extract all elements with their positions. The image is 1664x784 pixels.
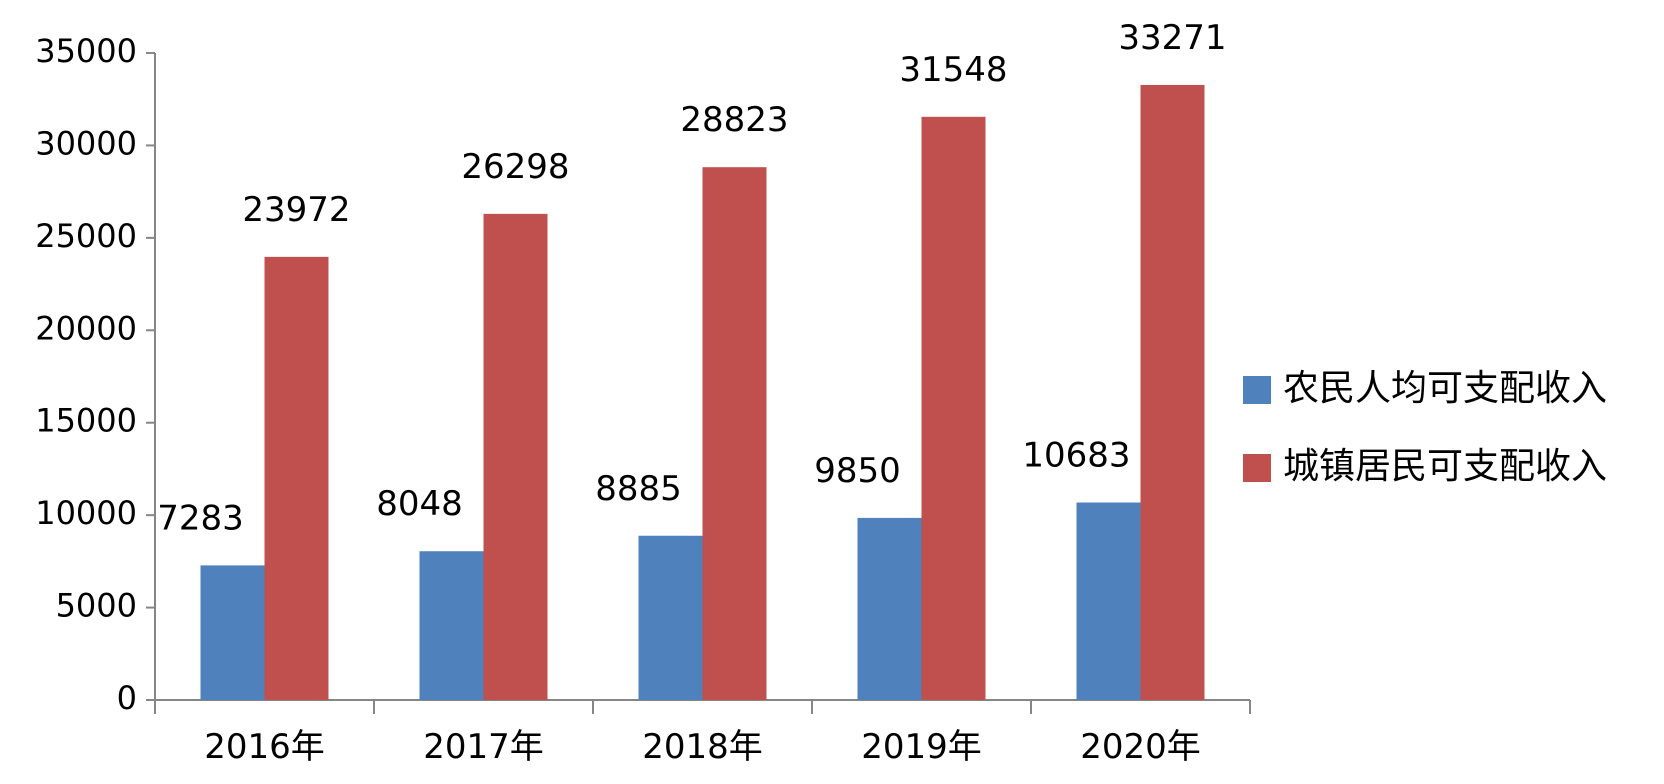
data-label: 9850 [814,451,901,491]
y-tick-label: 25000 [35,217,137,255]
bar-series-2 [264,256,329,700]
y-tick-label: 0 [117,679,137,717]
legend-swatch [1243,376,1271,404]
data-label: 23972 [242,190,350,230]
data-label: 28823 [680,100,788,140]
data-label: 7283 [157,498,244,538]
y-tick-label: 30000 [35,124,137,162]
axes: 0 5000 10000 15000 20000 25000 30000 35000 2016年… [35,32,1251,767]
bar-series-1 [200,565,265,700]
data-label: 8885 [595,469,682,509]
x-category-label: 2018年 [642,727,763,767]
y-tick-label: 10000 [35,494,137,532]
bar-series-1 [419,551,484,700]
legend-swatch [1243,454,1271,482]
bar-series-1 [1076,502,1141,700]
x-category-label: 2016年 [204,727,325,767]
bar-series-1 [857,517,922,700]
bar-series-2 [483,213,548,701]
x-category-label: 2019年 [861,727,982,767]
legend-label: 城镇居民可支配收入 [1283,446,1607,487]
bar-series-2 [921,116,986,700]
data-label: 26298 [461,147,569,187]
bar-series-2 [1140,84,1205,701]
data-label: 33271 [1118,18,1226,58]
data-labels: 7283 23972 8048 26298 8885 28823 9850 31548 1068… [157,18,1226,538]
bars [200,84,1205,701]
y-tick-label: 35000 [35,32,137,70]
y-tick-label: 5000 [56,587,137,625]
data-label: 8048 [376,484,463,524]
bar-series-1 [638,535,703,700]
data-label: 10683 [1022,436,1130,476]
y-tick-label: 15000 [35,402,137,440]
x-category-label: 2017年 [423,727,544,767]
x-category-label: 2020年 [1080,727,1201,767]
data-label: 31548 [899,50,1007,90]
legend-label: 农民人均可支配收入 [1283,368,1607,409]
y-tick-label: 20000 [35,309,137,347]
bar-series-2 [702,167,767,700]
